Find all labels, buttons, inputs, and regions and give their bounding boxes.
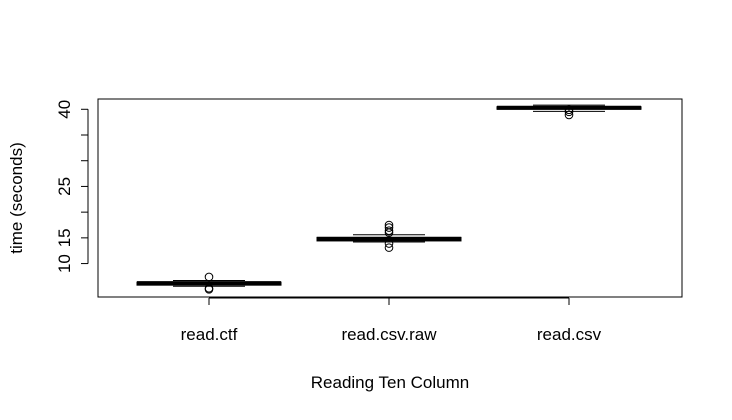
outlier-point (384, 243, 394, 252)
box-read-ctf (136, 272, 282, 294)
y-axis-title: time (seconds) (7, 142, 26, 253)
x-axis: read.ctf read.csv.raw read.csv (181, 297, 602, 344)
outlier-point (204, 272, 214, 282)
x-tick-label: read.csv (537, 325, 602, 344)
box-read-csv (496, 104, 642, 120)
y-tick-label: 25 (55, 177, 74, 196)
outlier-point (384, 239, 394, 248)
outlier-point (564, 105, 574, 115)
box-read-csv-raw (316, 220, 462, 252)
plot-frame (97, 98, 683, 298)
y-axis: 10 15 25 40 (55, 100, 89, 273)
y-tick-label: 10 (55, 254, 74, 273)
y-tick-label: 40 (55, 100, 74, 119)
outlier-point (564, 107, 574, 117)
outlier-point (564, 110, 574, 120)
outlier-point (384, 228, 394, 238)
outlier-point (384, 226, 394, 235)
outlier-point (384, 223, 394, 232)
x-tick-label: read.csv.raw (341, 325, 437, 344)
x-axis-title: Reading Ten Column (311, 373, 469, 392)
x-tick-label: read.ctf (181, 325, 238, 344)
y-tick-label: 15 (55, 228, 74, 247)
outlier-point (204, 284, 214, 294)
boxes-group (136, 104, 642, 294)
